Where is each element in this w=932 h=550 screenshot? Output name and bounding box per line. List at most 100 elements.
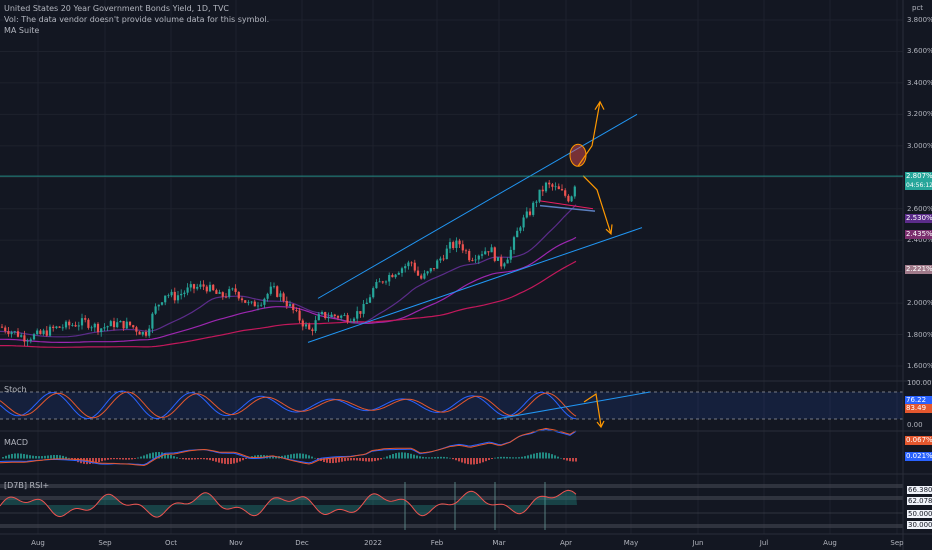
macd-hist-bar <box>419 456 421 459</box>
macd-hist-bar <box>461 458 463 463</box>
macd-hist-bar <box>521 456 523 459</box>
stoch-tick: 0.00 <box>907 421 923 429</box>
macd-hist-bar <box>527 455 529 459</box>
macd-hist-bar <box>557 456 559 459</box>
macd-hist-bar <box>224 458 226 464</box>
candle-body <box>52 326 55 329</box>
macd-hist-bar <box>20 453 22 459</box>
macd-hist-bar <box>194 458 196 460</box>
macd-hist-bar <box>569 458 571 462</box>
macd-hist-bar <box>473 458 475 465</box>
stoch-k <box>0 390 577 420</box>
macd-hist-bar <box>176 457 178 459</box>
candle-body <box>228 289 231 297</box>
candle-body <box>148 328 151 336</box>
candle-body <box>84 318 87 320</box>
macd-hist-bar <box>524 456 526 459</box>
candle-body <box>298 310 301 321</box>
candle-body <box>276 286 279 297</box>
candle-body <box>436 260 439 269</box>
candle-body <box>500 257 503 267</box>
candle-body <box>314 320 317 332</box>
candle-body <box>103 327 106 329</box>
macd-hist-bar <box>383 457 385 459</box>
macd-hist-bar <box>572 458 574 462</box>
macd-hist-bar <box>287 454 289 459</box>
ma-suite-label[interactable]: MA Suite <box>4 26 40 35</box>
support-line <box>539 204 596 212</box>
candle-body <box>391 274 394 278</box>
macd-hist-bar <box>101 458 103 462</box>
candle-body <box>96 323 100 333</box>
macd-hist-bar <box>92 458 94 464</box>
candle-body <box>58 326 61 328</box>
candle-body <box>4 327 7 332</box>
candle-body <box>538 189 541 202</box>
macd-hist-bar <box>236 458 238 463</box>
macd-hist-bar <box>449 457 451 459</box>
candle-body <box>528 211 532 215</box>
candle-body <box>141 331 144 335</box>
macd-hist-bar <box>41 456 43 459</box>
signal-line <box>0 427 577 467</box>
candle-body <box>244 300 247 303</box>
candle-body <box>567 195 570 202</box>
macd-hist-bar <box>164 452 166 459</box>
candle-body <box>330 314 333 318</box>
candle-body <box>272 286 276 288</box>
macd-hist-bar <box>77 458 79 463</box>
rsi-label[interactable]: [D7B] RSI+ <box>4 481 50 490</box>
trend-line-upper <box>317 113 638 299</box>
macd-hist-bar <box>98 458 100 463</box>
candle-body <box>221 292 224 297</box>
candle-body <box>372 288 375 298</box>
macd-hist-bar <box>362 458 364 462</box>
candle-body <box>496 257 500 261</box>
grid <box>0 0 903 534</box>
candle-body <box>308 324 311 330</box>
candle-body <box>474 259 477 261</box>
macd-label[interactable]: MACD <box>4 438 28 447</box>
macd-hist-bar <box>446 457 448 459</box>
macd-hist-bar <box>326 458 328 463</box>
macd-hist-bar <box>425 457 427 459</box>
candle-body <box>416 270 420 276</box>
macd-hist-bar <box>2 457 4 459</box>
stoch-label[interactable]: Stoch <box>4 385 27 394</box>
candle-body <box>144 331 148 336</box>
candle-body <box>116 322 119 328</box>
macd-hist-bar <box>551 454 553 459</box>
macd-hist-bar <box>338 458 340 463</box>
macd-hist-bar <box>281 455 283 459</box>
price-tick-label: 1.600% <box>907 362 932 370</box>
candle-body <box>29 339 32 341</box>
macd-hist-bar <box>146 454 148 459</box>
stoch-arrow-head <box>596 420 605 429</box>
macd-hist-bar <box>122 458 124 460</box>
macd-hist-bar <box>335 458 337 463</box>
candle-body <box>512 237 516 250</box>
ma-line-3 <box>0 260 577 348</box>
macd-hist-bar <box>203 458 205 460</box>
macd-hist-bar <box>254 455 256 459</box>
candle-body <box>224 296 228 298</box>
candle-body <box>407 262 410 267</box>
stoch-arrow <box>583 392 602 427</box>
candle-body <box>279 293 282 297</box>
macd-hist-bar <box>179 458 181 459</box>
macd-hist-bar <box>371 458 373 462</box>
x-tick-label: Sep <box>98 539 112 547</box>
macd-hist-bar <box>554 455 556 459</box>
candle-body <box>311 329 314 332</box>
macd-hist-bar <box>26 454 28 459</box>
macd-hist-bar <box>464 458 466 464</box>
ma-line-1 <box>0 204 577 338</box>
macd-hist-bar <box>479 458 481 464</box>
candle-body <box>215 290 218 294</box>
candle-body <box>55 326 58 329</box>
candle-body <box>7 331 10 334</box>
macd-hist-bar <box>113 458 115 460</box>
macd-hist-bar <box>434 457 436 459</box>
candle-body <box>445 248 448 260</box>
